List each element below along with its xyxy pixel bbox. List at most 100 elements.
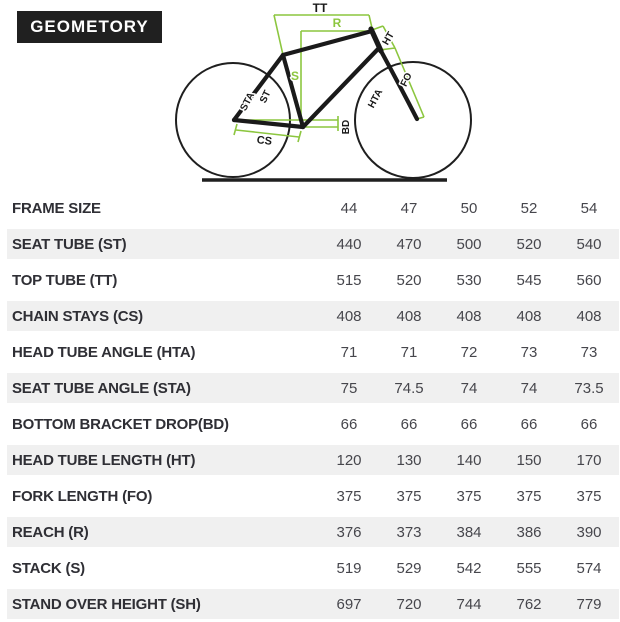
row-value: 744 <box>456 595 482 613</box>
row-value: 440 <box>336 235 362 253</box>
top-tube <box>280 28 375 58</box>
row-value: 375 <box>336 487 362 505</box>
row-value: 762 <box>516 595 542 613</box>
row-value: 500 <box>456 235 482 253</box>
geometry-table: FRAME SIZE 44 47 50 52 54 SEAT TUBE (ST) 440 470… <box>7 190 619 622</box>
st-label: ST <box>258 89 273 105</box>
row-value: 66 <box>580 415 598 433</box>
row-value: 520 <box>516 235 542 253</box>
row-value: 375 <box>396 487 422 505</box>
row-value: 373 <box>396 523 422 541</box>
row-value: 560 <box>576 271 602 289</box>
row-value: 408 <box>576 307 602 325</box>
row-value: 52 <box>520 199 538 217</box>
table-row: REACH (R) 376 373 384 386 390 <box>7 514 619 550</box>
row-value: 408 <box>336 307 362 325</box>
row-label: REACH (R) <box>12 523 89 541</box>
row-label: FORK LENGTH (FO) <box>12 487 153 505</box>
row-value: 408 <box>456 307 482 325</box>
row-value: 574 <box>576 559 602 577</box>
row-value: 140 <box>456 451 482 469</box>
row-value: 66 <box>400 415 418 433</box>
down-tube <box>300 46 381 130</box>
row-value: 386 <box>516 523 542 541</box>
row-value: 72 <box>460 343 478 361</box>
row-value: 120 <box>336 451 362 469</box>
row-label: HEAD TUBE LENGTH (HT) <box>12 451 196 469</box>
table-row: TOP TUBE (TT) 515 520 530 545 560 <box>7 262 619 298</box>
table-row: CHAIN STAYS (CS) 408 408 408 408 408 <box>7 298 619 334</box>
row-value: 542 <box>456 559 482 577</box>
table-row: BOTTOM BRACKET DROP(BD) 66 66 66 66 66 <box>7 406 619 442</box>
row-value: 375 <box>456 487 482 505</box>
row-value: 150 <box>516 451 542 469</box>
seat-stay <box>231 52 286 123</box>
head-tube <box>368 26 384 54</box>
row-value: 75 <box>340 379 358 397</box>
cs-dimension-line <box>235 129 300 138</box>
row-label: TOP TUBE (TT) <box>12 271 118 289</box>
page-title-text: GEOMETORY <box>30 17 149 36</box>
row-value: 73 <box>580 343 598 361</box>
row-value: 540 <box>576 235 602 253</box>
table-row: SEAT TUBE (ST) 440 470 500 520 540 <box>7 226 619 262</box>
row-value: 66 <box>520 415 538 433</box>
row-value: 470 <box>396 235 422 253</box>
fo-label: FO <box>399 71 415 89</box>
tt-label: TT <box>313 1 328 15</box>
row-value: 170 <box>576 451 602 469</box>
row-label: STAND OVER HEIGHT (SH) <box>12 595 201 613</box>
row-value: 697 <box>336 595 362 613</box>
table-row: HEAD TUBE ANGLE (HTA) 71 71 72 73 73 <box>7 334 619 370</box>
page-title: GEOMETORY <box>17 11 162 43</box>
row-value: 545 <box>516 271 542 289</box>
table-row: SEAT TUBE ANGLE (STA) 75 74.5 74 74 73.5 <box>7 370 619 406</box>
row-value: 520 <box>396 271 422 289</box>
reach-label: R <box>333 16 342 30</box>
seat-tube <box>280 52 306 130</box>
stack-label: S <box>291 69 299 83</box>
fork <box>378 48 420 122</box>
ht-label: HT <box>381 30 397 47</box>
row-label: HEAD TUBE ANGLE (HTA) <box>12 343 196 361</box>
row-value: 66 <box>460 415 478 433</box>
row-label: BOTTOM BRACKET DROP(BD) <box>12 415 229 433</box>
row-value: 519 <box>336 559 362 577</box>
table-row: FORK LENGTH (FO) 375 375 375 375 375 <box>7 478 619 514</box>
table-row: FRAME SIZE 44 47 50 52 54 <box>7 190 619 226</box>
row-value: 515 <box>336 271 362 289</box>
row-label: SEAT TUBE ANGLE (STA) <box>12 379 191 397</box>
seat-tube-axis-extension <box>273 14 284 56</box>
row-value: 71 <box>340 343 358 361</box>
row-value: 71 <box>400 343 418 361</box>
row-value: 54 <box>580 199 598 217</box>
row-value: 530 <box>456 271 482 289</box>
row-value: 779 <box>576 595 602 613</box>
row-value: 73.5 <box>574 379 604 397</box>
row-value: 74.5 <box>394 379 424 397</box>
chain-stay <box>231 117 306 130</box>
table-row: HEAD TUBE LENGTH (HT) 120 130 140 150 170 <box>7 442 619 478</box>
row-value: 408 <box>396 307 422 325</box>
row-label: STACK (S) <box>12 559 85 577</box>
row-label: SEAT TUBE (ST) <box>12 235 127 253</box>
row-value: 529 <box>396 559 422 577</box>
row-value: 390 <box>576 523 602 541</box>
row-value: 375 <box>576 487 602 505</box>
row-value: 73 <box>520 343 538 361</box>
row-value: 50 <box>460 199 478 217</box>
row-value: 384 <box>456 523 482 541</box>
cs-dimension-ticks <box>233 123 302 143</box>
row-value: 74 <box>520 379 538 397</box>
row-value: 720 <box>396 595 422 613</box>
hta-label: HTA <box>366 87 385 110</box>
row-value: 66 <box>340 415 358 433</box>
row-value: 375 <box>516 487 542 505</box>
bd-label: BD <box>341 120 352 134</box>
row-value: 408 <box>516 307 542 325</box>
bike-geometry-diagram: TT R S STA ST CS BD HTA HT FO <box>175 0 472 182</box>
row-label: FRAME SIZE <box>12 199 101 217</box>
row-value: 376 <box>336 523 362 541</box>
row-value: 74 <box>460 379 478 397</box>
